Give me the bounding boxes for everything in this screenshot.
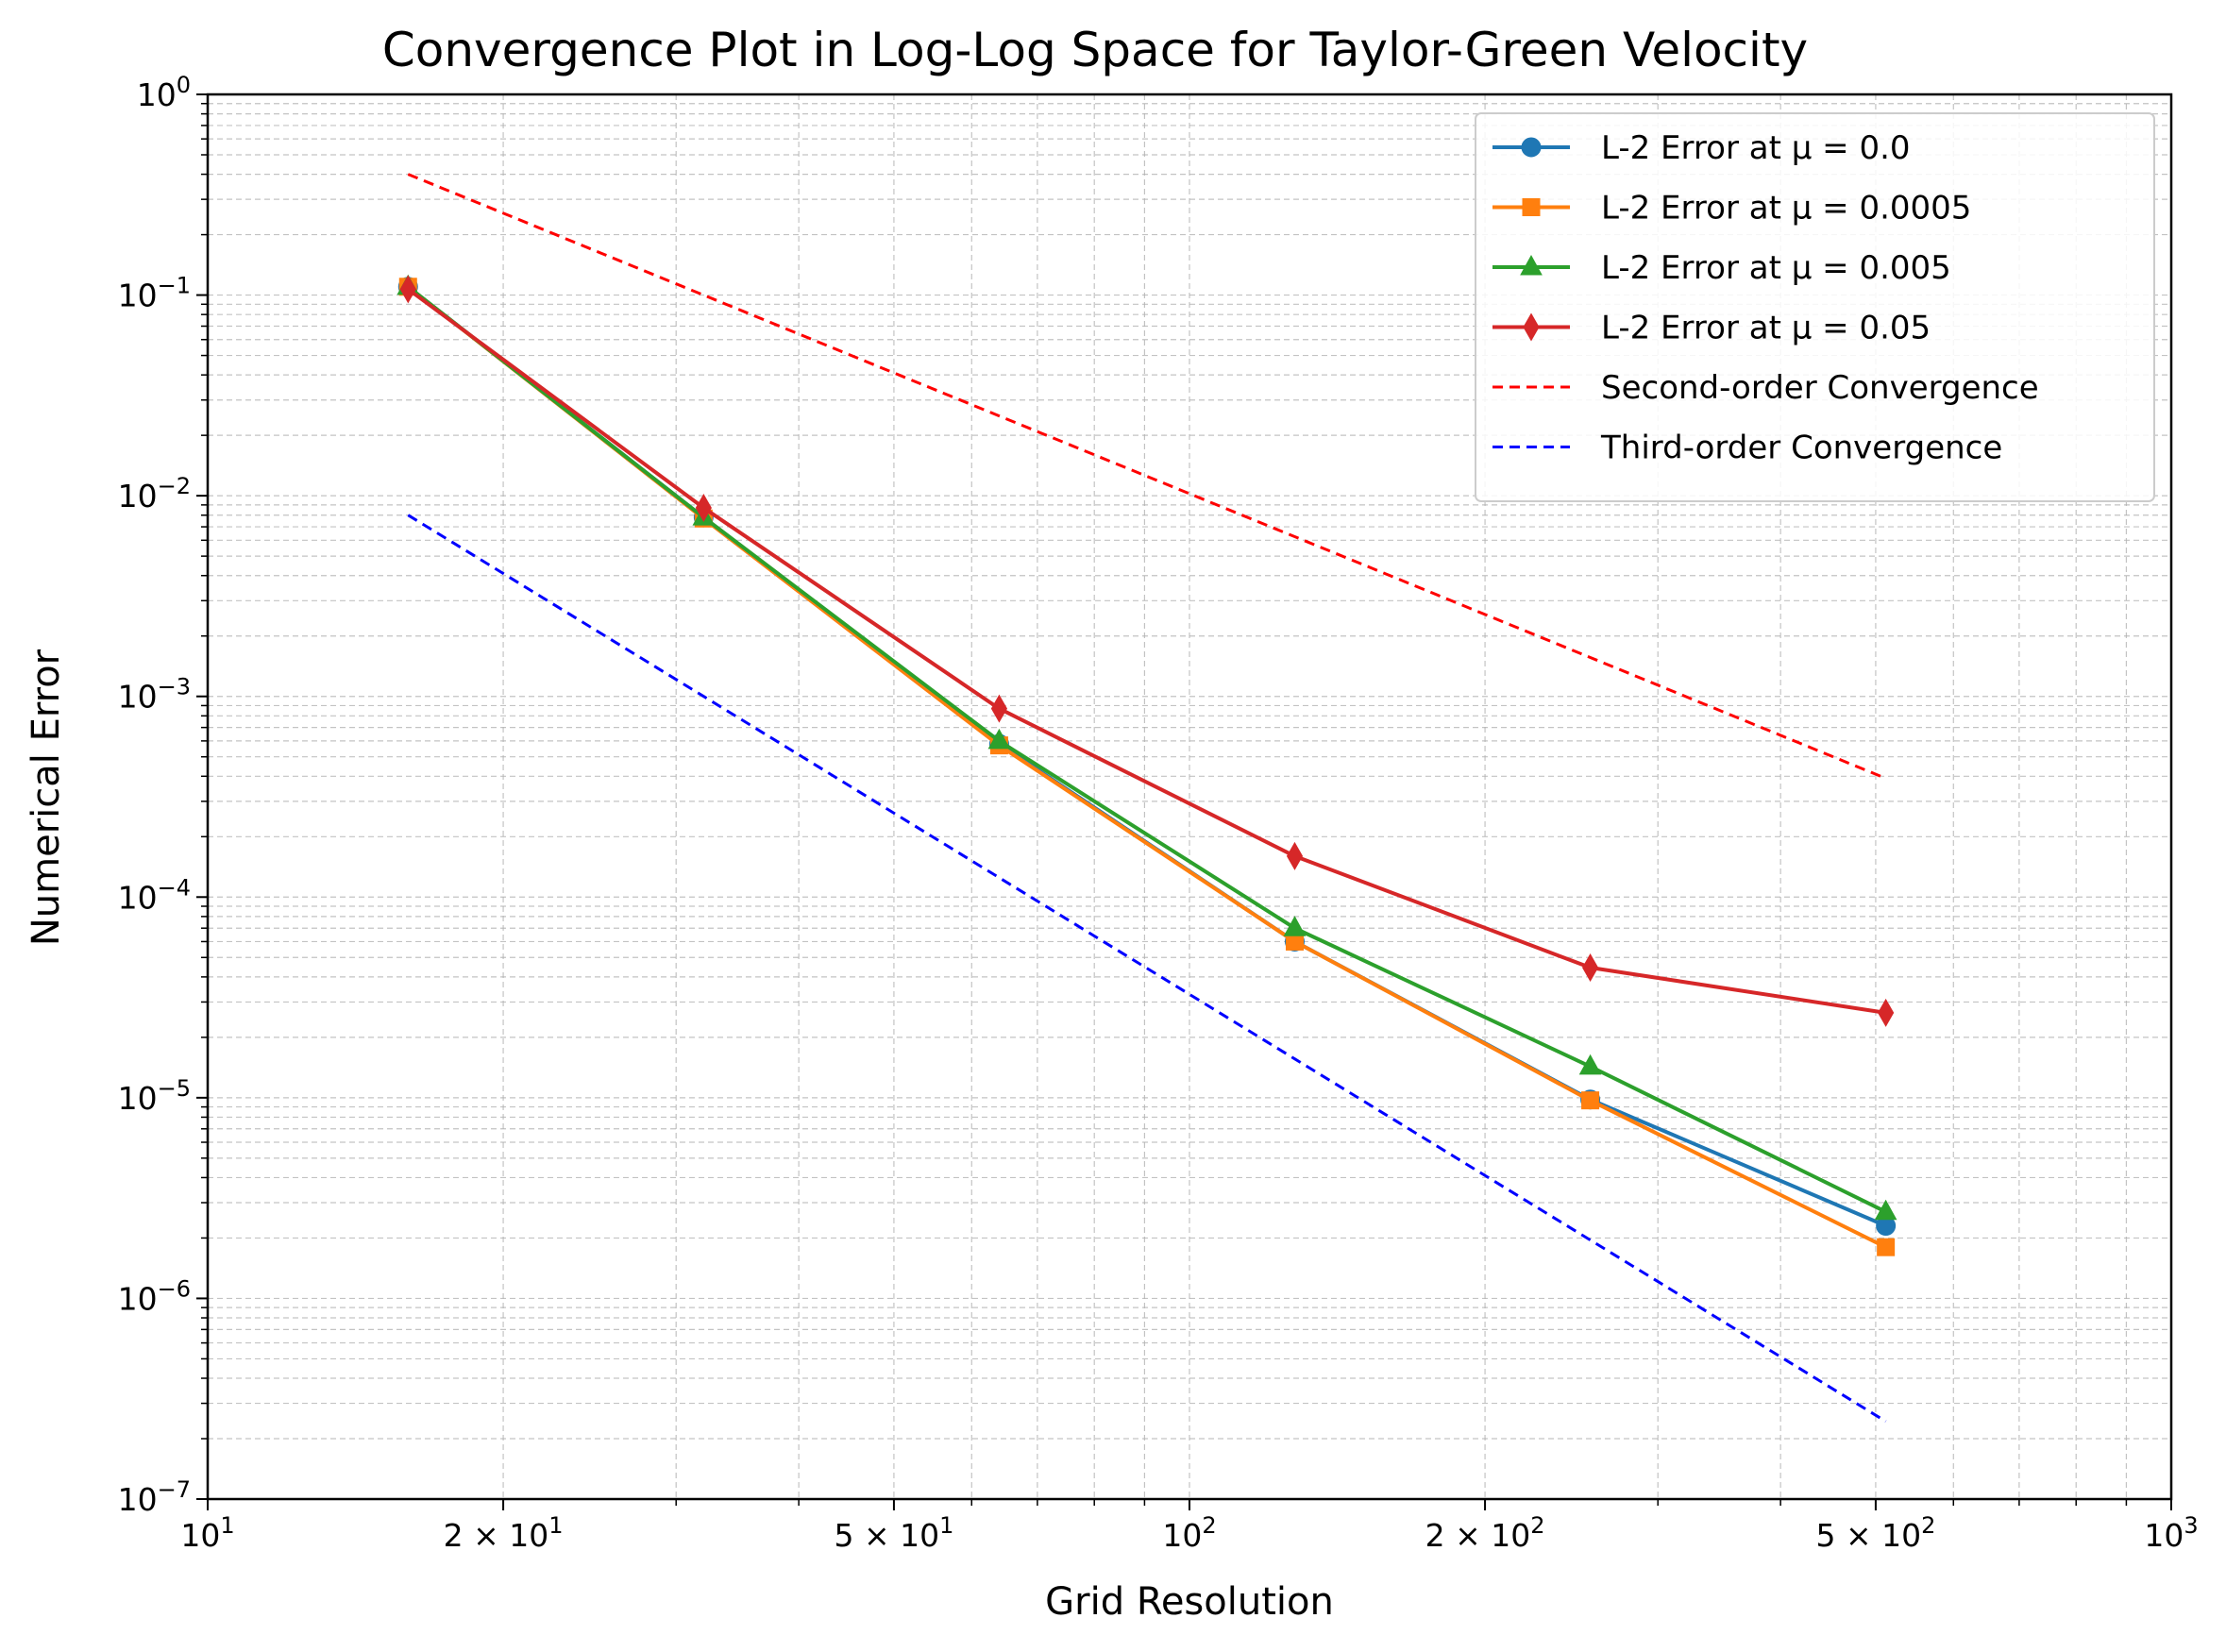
legend-label: L-2 Error at μ = 0.005 bbox=[1601, 249, 1951, 287]
x-tick-label: 5 × 101 bbox=[834, 1512, 953, 1554]
data-point bbox=[1578, 1054, 1602, 1075]
legend-label: Third-order Convergence bbox=[1600, 430, 2002, 467]
data-point bbox=[1283, 916, 1307, 936]
data-point bbox=[1581, 953, 1599, 983]
y-tick-label: 10−1 bbox=[118, 273, 191, 314]
data-point bbox=[1581, 1091, 1600, 1110]
y-tick-label: 10−3 bbox=[118, 674, 191, 716]
y-tick-exponent: 0 bbox=[177, 72, 191, 98]
series-layer bbox=[396, 173, 1897, 1423]
data-point bbox=[1874, 1199, 1897, 1221]
y-tick-label: 10−7 bbox=[118, 1476, 191, 1518]
legend: L-2 Error at μ = 0.0 L-2 Error at μ = 0.0… bbox=[1475, 112, 2155, 502]
legend-entry: L-2 Error at μ = 0.005 bbox=[1492, 249, 1951, 287]
legend-entry: Second-order Convergence bbox=[1492, 369, 2039, 407]
x-tick-exponent: 2 bbox=[1202, 1512, 1216, 1539]
x-tick-label: 5 × 102 bbox=[1815, 1512, 1935, 1554]
y-tick-label: 100 bbox=[137, 72, 191, 113]
y-tick-label: 10−5 bbox=[118, 1075, 191, 1117]
y-tick-exponent: −3 bbox=[158, 674, 191, 700]
x-tick-exponent: 2 bbox=[1921, 1512, 1935, 1539]
y-tick-exponent: −6 bbox=[158, 1275, 191, 1302]
series-line bbox=[407, 173, 1887, 780]
x-tick-label: 2 × 101 bbox=[444, 1512, 564, 1554]
y-tick-base: 10 bbox=[137, 76, 177, 113]
chart-title: Convergence Plot in Log-Log Space for Ta… bbox=[382, 23, 1808, 77]
legend-label: Second-order Convergence bbox=[1601, 369, 2039, 407]
x-tick-base: 2 × 10 bbox=[1425, 1517, 1531, 1554]
data-point bbox=[1286, 841, 1304, 870]
x-tick-exponent: 1 bbox=[220, 1512, 234, 1539]
legend-marker bbox=[1520, 254, 1543, 276]
x-tick-label: 102 bbox=[1162, 1512, 1216, 1554]
y-tick-exponent: −2 bbox=[158, 473, 191, 499]
x-tick-base: 10 bbox=[2144, 1517, 2184, 1554]
legend-entry: L-2 Error at μ = 0.0005 bbox=[1492, 190, 1971, 228]
x-tick-label: 101 bbox=[180, 1512, 234, 1554]
data-point bbox=[399, 275, 416, 304]
series-line bbox=[407, 285, 1887, 1214]
data-point bbox=[1878, 998, 1895, 1027]
y-tick-base: 10 bbox=[118, 1080, 158, 1117]
legend-entry: L-2 Error at μ = 0.0 bbox=[1492, 129, 1911, 167]
y-tick-label: 10−4 bbox=[118, 874, 191, 916]
x-tick-base: 5 × 10 bbox=[834, 1517, 939, 1554]
y-tick-base: 10 bbox=[118, 679, 158, 716]
legend-marker bbox=[1521, 137, 1542, 158]
y-tick-exponent: −1 bbox=[158, 273, 191, 299]
x-tick-exponent: 1 bbox=[548, 1512, 563, 1539]
y-tick-exponent: −5 bbox=[158, 1075, 191, 1102]
x-tick-base: 10 bbox=[1162, 1517, 1202, 1554]
legend-label: L-2 Error at μ = 0.0 bbox=[1601, 129, 1911, 167]
x-tick-base: 5 × 10 bbox=[1815, 1517, 1921, 1554]
data-point bbox=[987, 728, 1011, 750]
x-tick-label: 2 × 102 bbox=[1425, 1512, 1545, 1554]
legend-marker bbox=[1522, 198, 1541, 216]
legend-label: L-2 Error at μ = 0.05 bbox=[1601, 310, 1931, 347]
series-line bbox=[407, 514, 1887, 1423]
ticks: 101 2 × 101 5 × 101 102 2 × 102 5 × 102 103100… bbox=[118, 72, 2199, 1554]
legend-entry: Third-order Convergence bbox=[1492, 430, 2002, 467]
y-tick-base: 10 bbox=[118, 879, 158, 916]
y-tick-label: 10−6 bbox=[118, 1275, 191, 1317]
series-line bbox=[407, 287, 1886, 1015]
y-tick-exponent: −4 bbox=[158, 874, 191, 901]
x-tick-exponent: 3 bbox=[2184, 1512, 2198, 1539]
data-point bbox=[990, 694, 1008, 723]
x-axis-label: Grid Resolution bbox=[1045, 1580, 1334, 1624]
x-tick-label: 103 bbox=[2144, 1512, 2198, 1554]
legend-entry: L-2 Error at μ = 0.05 bbox=[1492, 310, 1931, 347]
y-tick-base: 10 bbox=[118, 1481, 158, 1518]
legend-box bbox=[1475, 112, 2155, 502]
legend-label: L-2 Error at μ = 0.0005 bbox=[1601, 190, 1971, 228]
x-tick-base: 2 × 10 bbox=[444, 1517, 549, 1554]
x-tick-exponent: 1 bbox=[939, 1512, 953, 1539]
x-tick-base: 10 bbox=[180, 1517, 220, 1554]
x-tick-exponent: 2 bbox=[1530, 1512, 1544, 1539]
y-tick-base: 10 bbox=[118, 278, 158, 314]
y-tick-exponent: −7 bbox=[158, 1476, 191, 1503]
series-4 bbox=[399, 275, 1895, 1027]
y-tick-label: 10−2 bbox=[118, 473, 191, 514]
legend-marker bbox=[1523, 312, 1540, 342]
y-axis-label: Numerical Error bbox=[25, 649, 68, 946]
series-5 bbox=[407, 173, 1887, 780]
series-6 bbox=[407, 514, 1887, 1423]
data-point bbox=[695, 493, 712, 523]
y-tick-base: 10 bbox=[118, 1280, 158, 1317]
y-tick-base: 10 bbox=[118, 478, 158, 514]
data-point bbox=[1877, 1238, 1896, 1256]
